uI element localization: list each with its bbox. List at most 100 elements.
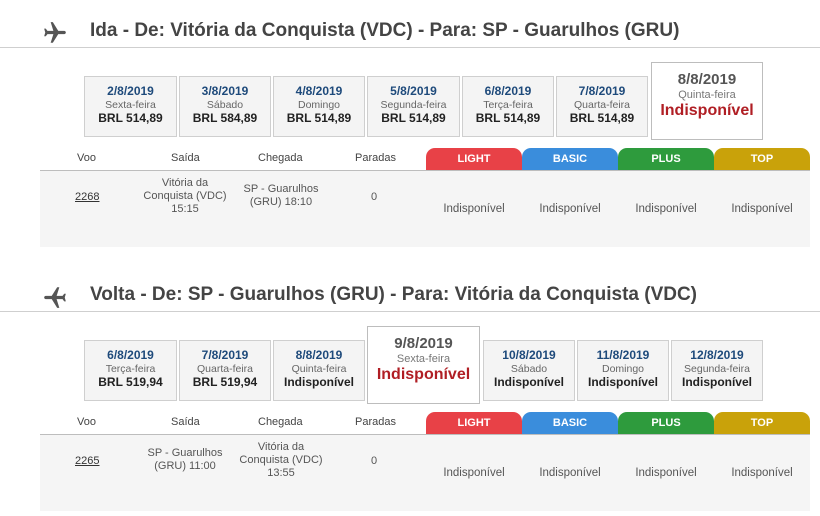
return-column-headers: Voo Saída Chegada Paradas (0, 416, 820, 436)
outbound-header: Ida - De: Vitória da Conquista (VDC) - P… (0, 14, 820, 48)
weekday-label: Sexta-feira (396, 353, 451, 365)
price-label: BRL 514,89 (286, 111, 352, 125)
arrival-line: Conquista (VDC) (239, 454, 323, 466)
date-label: 4/8/2019 (295, 84, 343, 98)
outbound-title: Ida - De: Vitória da Conquista (VDC) - P… (90, 20, 680, 41)
price-label: BRL 514,89 (569, 111, 635, 125)
date-label: 7/8/2019 (578, 84, 626, 98)
price-label: BRL 514,89 (98, 111, 163, 125)
weekday-label: Segunda-feira (684, 363, 750, 375)
flight-number-link[interactable]: 2268 (75, 191, 100, 203)
departure-info: Vitória da Conquista (VDC) 15:15 (130, 177, 240, 216)
date-label: 8/8/2019 (677, 71, 737, 88)
flight-row: 2265 SP - Guarulhos (GRU) 11:00 Vitória … (40, 435, 810, 511)
date-option-selected[interactable]: 8/8/2019 Quinta-feira Indisponível (651, 62, 763, 140)
date-label: 6/8/2019 (107, 348, 154, 362)
price-label: Indisponível (587, 375, 658, 389)
fare-plus-tab[interactable]: PLUS (618, 148, 714, 170)
departure-info: SP - Guarulhos (GRU) 11:00 (130, 447, 240, 473)
date-option[interactable]: 6/8/2019 Terça-feira BRL 519,94 (84, 340, 177, 401)
price-label: Indisponível (283, 375, 354, 389)
date-option-selected[interactable]: 9/8/2019 Sexta-feira Indisponível (367, 326, 480, 404)
airplane-takeoff-icon (44, 22, 66, 43)
date-option[interactable]: 3/8/2019 Sábado BRL 584,89 (179, 76, 271, 137)
fare-basic-tab[interactable]: BASIC (522, 148, 618, 170)
price-label: Indisponível (660, 102, 754, 119)
return-date-selector: 6/8/2019 Terça-feira BRL 519,94 7/8/2019… (0, 264, 820, 414)
flight-number-link[interactable]: 2265 (75, 455, 100, 467)
stops-value: 0 (371, 455, 378, 467)
date-label: 2/8/2019 (107, 84, 154, 98)
fare-top-tab[interactable]: TOP (714, 148, 810, 170)
price-label: Indisponível (681, 375, 752, 389)
price-label: BRL 514,89 (381, 111, 446, 125)
col-stops: Paradas (355, 416, 396, 428)
return-title: Volta - De: SP - Guarulhos (GRU) - Para:… (90, 284, 698, 305)
weekday-label: Sábado (206, 99, 244, 111)
date-label: 11/8/2019 (596, 348, 650, 362)
weekday-label: Quinta-feira (291, 363, 347, 375)
date-label: 6/8/2019 (484, 84, 532, 98)
fare-light-tab[interactable]: LIGHT (426, 412, 522, 434)
departure-line: 15:15 (171, 203, 199, 215)
date-label: 10/8/2019 (502, 348, 556, 362)
weekday-label: Sábado (510, 363, 548, 375)
price-label: BRL 514,89 (475, 111, 541, 125)
col-arrival: Chegada (258, 416, 303, 428)
arrival-info: Vitória da Conquista (VDC) 13:55 (226, 441, 336, 480)
fare-plus-value: Indisponível (635, 203, 697, 215)
weekday-label: Quarta-feira (196, 363, 254, 375)
divider (40, 170, 810, 171)
col-departure: Saída (171, 152, 200, 164)
arrival-line: 13:55 (267, 467, 295, 479)
date-option[interactable]: 2/8/2019 Sexta-feira BRL 514,89 (84, 76, 177, 137)
departure-line: (GRU) 11:00 (154, 460, 216, 472)
weekday-label: Terça-feira (483, 99, 533, 111)
fare-top-value: Indisponível (731, 467, 793, 479)
date-label: 12/8/2019 (690, 348, 744, 362)
arrival-info: SP - Guarulhos (GRU) 18:10 (226, 183, 336, 209)
flight-row: 2268 Vitória da Conquista (VDC) 15:15 SP… (40, 171, 810, 247)
col-flight: Voo (77, 152, 96, 164)
departure-line: SP - Guarulhos (147, 447, 223, 459)
date-option[interactable]: 4/8/2019 Domingo BRL 514,89 (273, 76, 365, 137)
date-label: 7/8/2019 (201, 348, 249, 362)
arrival-line: SP - Guarulhos (243, 183, 319, 195)
weekday-label: Domingo (601, 363, 645, 375)
fare-light-tab[interactable]: LIGHT (426, 148, 522, 170)
fare-top-tab[interactable]: TOP (714, 412, 810, 434)
col-stops: Paradas (355, 152, 396, 164)
date-label: 8/8/2019 (295, 348, 343, 362)
date-option[interactable]: 5/8/2019 Segunda-feira BRL 514,89 (367, 76, 460, 137)
date-option[interactable]: 8/8/2019 Quinta-feira Indisponível (273, 340, 365, 401)
arrival-line: (GRU) 18:10 (249, 196, 313, 208)
date-option[interactable]: 10/8/2019 Sábado Indisponível (483, 340, 575, 401)
fare-top-value: Indisponível (731, 203, 793, 215)
fare-light-value: Indisponível (443, 467, 505, 479)
date-option[interactable]: 11/8/2019 Domingo Indisponível (577, 340, 669, 401)
weekday-label: Quarta-feira (573, 99, 631, 111)
fare-basic-value: Indisponível (539, 467, 601, 479)
weekday-label: Segunda-feira (380, 99, 447, 111)
price-label: BRL 519,94 (98, 375, 163, 389)
date-option[interactable]: 12/8/2019 Segunda-feira Indisponível (671, 340, 763, 401)
arrival-line: Vitória da (257, 441, 305, 453)
date-option[interactable]: 7/8/2019 Quarta-feira BRL 519,94 (179, 340, 271, 401)
departure-line: Vitória da (161, 177, 209, 189)
col-flight: Voo (77, 416, 96, 428)
price-label: BRL 519,94 (192, 375, 258, 389)
price-label: Indisponível (376, 366, 471, 383)
fare-plus-tab[interactable]: PLUS (618, 412, 714, 434)
fare-basic-tab[interactable]: BASIC (522, 412, 618, 434)
weekday-label: Terça-feira (105, 363, 156, 375)
weekday-label: Quinta-feira (678, 89, 736, 101)
col-departure: Saída (171, 416, 200, 428)
price-label: BRL 584,89 (192, 111, 258, 125)
date-option[interactable]: 7/8/2019 Quarta-feira BRL 514,89 (556, 76, 648, 137)
date-option[interactable]: 6/8/2019 Terça-feira BRL 514,89 (462, 76, 554, 137)
departure-line: Conquista (VDC) (143, 190, 227, 202)
stops-value: 0 (371, 191, 378, 203)
date-label: 9/8/2019 (394, 335, 453, 352)
col-arrival: Chegada (258, 152, 303, 164)
return-header: Volta - De: SP - Guarulhos (GRU) - Para:… (0, 278, 820, 312)
